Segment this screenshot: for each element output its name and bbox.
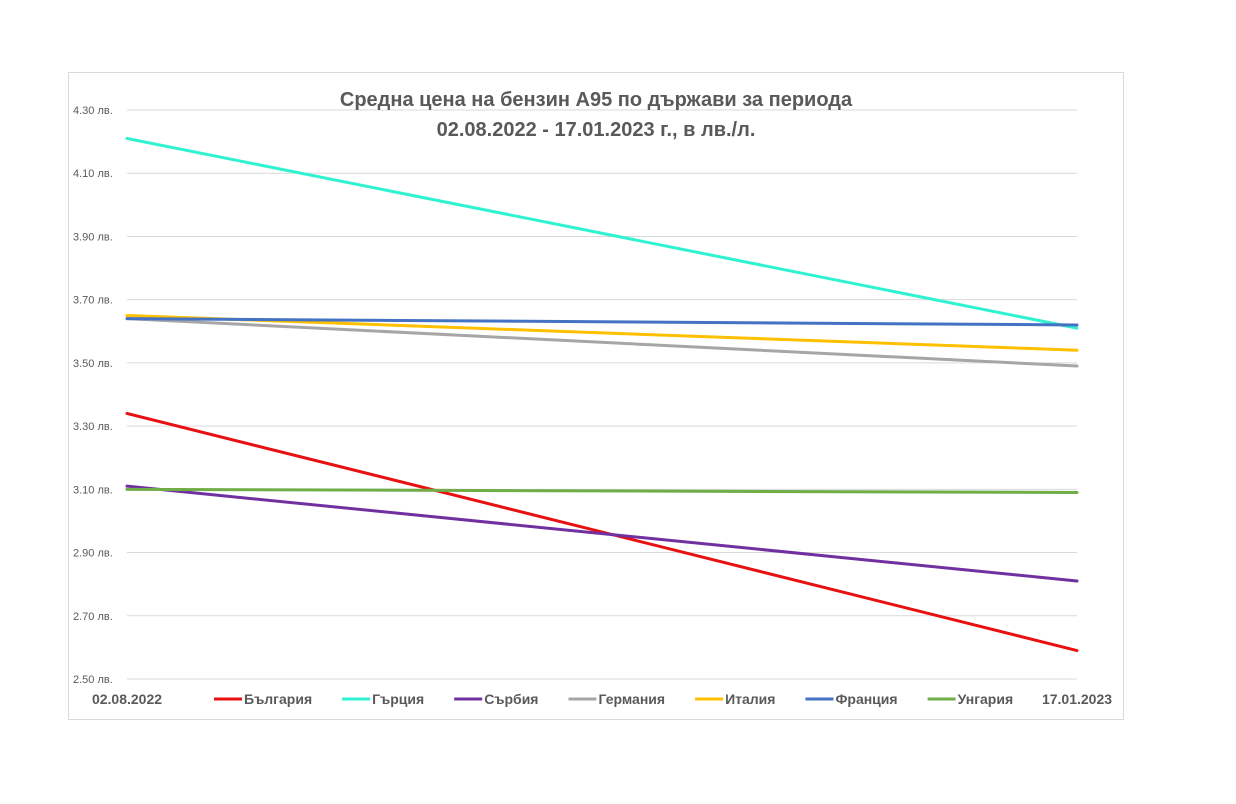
x-tick-label-end: 17.01.2023 <box>1042 691 1112 707</box>
series-line <box>125 411 1079 653</box>
series-line <box>125 136 1079 330</box>
chart-title-line1: Средна цена на бензин А95 по държави за … <box>340 89 853 111</box>
series-line <box>125 317 1079 368</box>
y-tick-label: 2.50 лв. <box>73 674 113 686</box>
legend-label: България <box>244 691 312 707</box>
legend-label: Унгария <box>958 691 1014 707</box>
y-tick-label: 3.90 лв. <box>73 231 113 243</box>
series-layer <box>125 136 1079 653</box>
legend-label: Италия <box>725 691 775 707</box>
y-tick-label: 3.30 лв. <box>73 421 113 433</box>
legend-label: Гърция <box>372 691 424 707</box>
y-tick-label: 4.10 лв. <box>73 168 113 180</box>
y-tick-label: 2.90 лв. <box>73 548 113 560</box>
series-line <box>125 487 1079 494</box>
y-tick-label: 4.30 лв. <box>73 105 113 117</box>
series-line <box>125 484 1079 583</box>
legend-label: Франция <box>835 691 897 707</box>
y-tick-label: 3.70 лв. <box>73 295 113 307</box>
chart-title-line2: 02.08.2022 - 17.01.2023 г., в лв./л. <box>437 119 756 141</box>
legend-label: Сърбия <box>484 691 538 707</box>
chart-frame <box>68 72 1124 720</box>
legend-label: Германия <box>598 691 665 707</box>
y-axis-ticks: 2.50 лв. 2.70 лв. 2.90 лв. 3.10 лв. 3.30 лв.… <box>73 105 113 686</box>
grid-layer <box>127 109 1077 680</box>
y-tick-label: 3.10 лв. <box>73 484 113 496</box>
series-line <box>125 317 1079 327</box>
x-tick-label-start: 02.08.2022 <box>92 691 162 707</box>
y-tick-label: 3.50 лв. <box>73 358 113 370</box>
y-tick-label: 2.70 лв. <box>73 611 113 623</box>
series-line <box>125 313 1079 352</box>
legend: България Гърция Сърбия Германия Италия Франци… <box>214 691 1013 707</box>
